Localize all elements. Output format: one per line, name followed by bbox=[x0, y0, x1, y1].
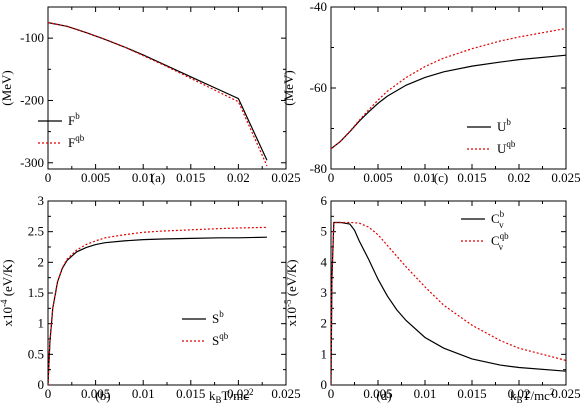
y-axis-label: (MeV) bbox=[281, 70, 296, 105]
x-tick-label: 0 bbox=[45, 386, 52, 401]
plot-frame bbox=[330, 6, 567, 170]
y-tick-label: -40 bbox=[310, 0, 327, 14]
x-tick-label: 0.015 bbox=[457, 170, 486, 185]
legend-label: Ub bbox=[497, 117, 511, 134]
series-line-u-b bbox=[331, 54, 566, 150]
x-tick-label: 0.01 bbox=[414, 386, 437, 401]
y-tick-label: 1 bbox=[38, 316, 45, 331]
series-line-s-qb bbox=[48, 226, 267, 385]
x-tick-label: 0 bbox=[45, 170, 52, 185]
y-axis-label: x10-4 (eV/K) bbox=[0, 259, 15, 326]
x-tick-label: 0.025 bbox=[271, 170, 300, 185]
panel-c: 0 0.005 0.01 0.015 0.02 0.025 -80 -60 -40 (MeV) (c… bbox=[281, 0, 581, 185]
x-tick-label: 0.01 bbox=[132, 170, 155, 185]
series-line-c-b bbox=[331, 221, 566, 385]
panel-label: (d) bbox=[376, 388, 391, 403]
y-tick-label: 0 bbox=[38, 377, 45, 392]
x-tick-label: 0.02 bbox=[227, 386, 250, 401]
legend-label: Sb bbox=[212, 309, 224, 326]
legend-label: Fb bbox=[68, 111, 80, 128]
y-tick-label: 1.5 bbox=[28, 285, 44, 300]
panel-label: (c) bbox=[434, 170, 448, 185]
legend-label: Cb v bbox=[491, 209, 505, 230]
y-tick-label: -60 bbox=[310, 80, 327, 95]
x-tick-label: 0 bbox=[328, 386, 335, 401]
panel-label: (b) bbox=[95, 388, 110, 403]
series-line-f-qb bbox=[48, 21, 268, 167]
panel-d: 0 0.005 0.01 0.015 0.02 0.025 0 1 2 3 4 5 6 x10-5 (eV… bbox=[283, 193, 581, 405]
plot-frame bbox=[330, 200, 567, 386]
x-axis-label: kBT/mc2 bbox=[510, 387, 554, 405]
x-tick-label: 0.02 bbox=[508, 170, 531, 185]
legend-label: Fqb bbox=[68, 133, 85, 150]
y-tick-label: -200 bbox=[20, 92, 44, 107]
legend-label: Uqb bbox=[497, 139, 516, 156]
series-line-s-b bbox=[48, 236, 267, 385]
x-tick-label: 0.005 bbox=[81, 386, 110, 401]
x-tick-label: 0.01 bbox=[414, 170, 437, 185]
y-axis-label: x10-5 (eV/K) bbox=[283, 259, 299, 326]
y-tick-label: 2 bbox=[38, 254, 45, 269]
series-line-c-qb bbox=[331, 221, 566, 385]
y-tick-label: 3 bbox=[38, 193, 45, 208]
y-tick-label: 3 bbox=[321, 285, 328, 300]
x-tick-label: 0.005 bbox=[363, 386, 392, 401]
panel-a: 0 0.005 0.01 0.015 0.02 0.025 -300 -200 -100 (MeV… bbox=[0, 6, 301, 185]
y-tick-label: -300 bbox=[20, 155, 44, 170]
y-tick-label: 0 bbox=[321, 377, 328, 392]
x-tick-label: 0.025 bbox=[551, 170, 580, 185]
x-tick-label: 0.005 bbox=[81, 170, 110, 185]
y-tick-label: -80 bbox=[310, 161, 327, 176]
y-tick-label: 5 bbox=[321, 224, 328, 239]
y-tick-label: 2 bbox=[321, 316, 328, 331]
y-tick-label: -100 bbox=[20, 30, 44, 45]
x-tick-label: 0 bbox=[328, 170, 335, 185]
x-tick-label: 0.015 bbox=[457, 386, 486, 401]
x-axis-label: kBT/mc2 bbox=[209, 387, 253, 405]
x-tick-label: 0.02 bbox=[227, 170, 250, 185]
x-tick-label: 0.025 bbox=[271, 386, 300, 401]
legend-label: Sqb bbox=[212, 331, 229, 348]
x-tick-label: 0.015 bbox=[176, 170, 205, 185]
x-tick-label: 0.015 bbox=[176, 386, 205, 401]
y-axis-label: (MeV) bbox=[0, 70, 14, 105]
y-tick-label: 0.5 bbox=[28, 346, 44, 361]
x-tick-label: 0.01 bbox=[132, 386, 155, 401]
plot-frame bbox=[47, 200, 287, 386]
y-tick-label: 6 bbox=[321, 193, 328, 208]
y-tick-label: 2.5 bbox=[28, 224, 44, 239]
legend-label: Cqb v bbox=[491, 231, 509, 252]
panel-label: (a) bbox=[151, 170, 165, 185]
x-tick-label: 0.025 bbox=[551, 386, 580, 401]
y-tick-label: 4 bbox=[321, 254, 328, 269]
x-tick-label: 0.005 bbox=[363, 170, 392, 185]
series-line-u-qb bbox=[331, 27, 566, 150]
panel-b: 0 0.005 0.01 0.015 0.02 0.025 0 0.5 1 1.5 2 2.5 3 x10… bbox=[0, 193, 301, 405]
y-tick-label: 1 bbox=[321, 346, 328, 361]
x-tick-label: 0.02 bbox=[508, 386, 531, 401]
